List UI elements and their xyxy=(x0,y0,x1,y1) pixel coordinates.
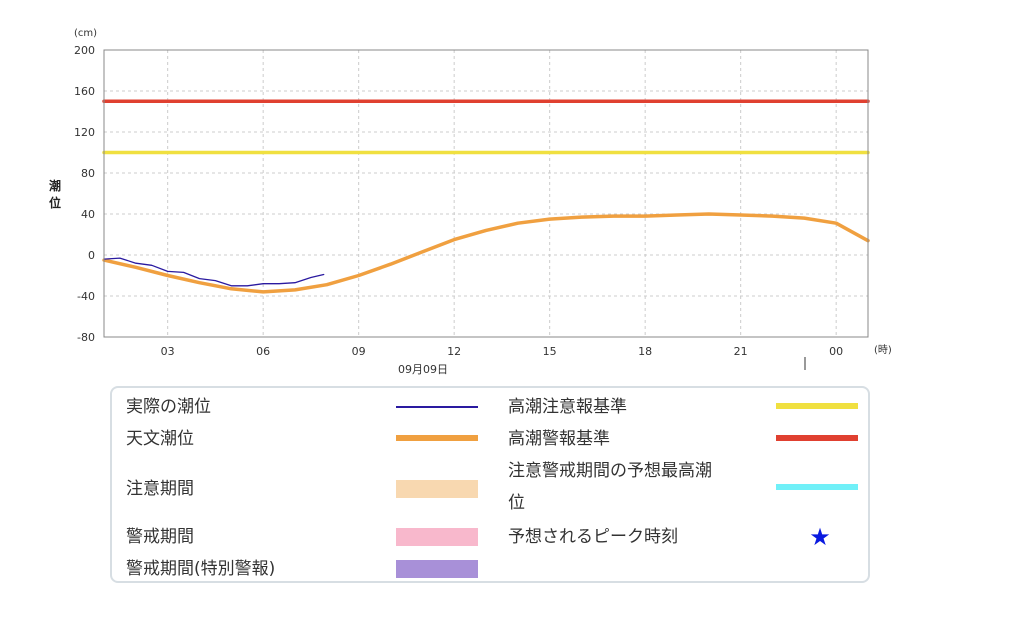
y-tick-labels: -80 -40 0 40 80 120 160 200 xyxy=(74,44,95,344)
legend: 実際の潮位 天文潮位 注意期間 警戒期間 警戒期間(特別警報) 高潮注意報基準 … xyxy=(110,386,870,583)
x-tick-label: 21 xyxy=(734,345,748,358)
legend-label-warning-period: 警戒期間 xyxy=(126,527,194,547)
y-tick-label: 40 xyxy=(81,208,95,221)
legend-label-peak-time: 予想されるピーク時刻 xyxy=(508,527,678,547)
x-tick-labels: 03 06 09 12 15 18 21 00 xyxy=(161,345,844,358)
x-tick-label: 18 xyxy=(638,345,652,358)
date-label: 09月09日 xyxy=(398,363,448,376)
x-tick-label: 15 xyxy=(543,345,557,358)
y-tick-label: -80 xyxy=(77,331,95,344)
legend-swatch-predicted-max-tide xyxy=(776,484,858,490)
y-tick-label: 200 xyxy=(74,44,95,57)
x-unit-label: (時) xyxy=(874,344,892,356)
legend-label-storm-surge-advisory: 高潮注意報基準 xyxy=(508,397,627,417)
legend-swatch-storm-surge-advisory xyxy=(776,403,858,409)
y-tick-label: 160 xyxy=(74,85,95,98)
legend-swatch-storm-surge-warning xyxy=(776,435,858,441)
grid xyxy=(104,49,868,338)
x-tick-label: 06 xyxy=(256,345,270,358)
y-axis-label: 潮位 xyxy=(49,178,61,210)
legend-label-actual: 実際の潮位 xyxy=(126,397,211,417)
y-tick-label: 120 xyxy=(74,126,95,139)
x-tick-label: 03 xyxy=(161,345,175,358)
series-line-1 xyxy=(103,257,325,287)
y-tick-label: 80 xyxy=(81,167,95,180)
plot-frame xyxy=(103,49,869,338)
legend-label-predicted-max-tide-line1: 注意警戒期間の予想最高潮 xyxy=(508,461,712,481)
y-unit-label: (cm) xyxy=(74,28,97,39)
legend-label-storm-surge-warning: 高潮警報基準 xyxy=(508,429,610,449)
series-line-2 xyxy=(102,212,870,294)
star-icon: ★ xyxy=(809,523,831,551)
legend-label-astronomical: 天文潮位 xyxy=(126,429,194,449)
series xyxy=(102,212,870,294)
tide-chart: -80 -40 0 40 80 120 160 200 03 06 09 12 15 18 21 00 (c… xyxy=(49,28,892,376)
x-tick-label: 00 xyxy=(829,345,843,358)
legend-swatch-special-warning-period xyxy=(396,560,478,578)
legend-swatch-caution-period xyxy=(396,480,478,498)
reference-lines xyxy=(102,99,870,155)
legend-swatch-actual xyxy=(396,406,478,408)
legend-label-predicted-max-tide-line2: 位 xyxy=(508,493,525,513)
x-tick-label: 09 xyxy=(352,345,366,358)
legend-label-caution-period: 注意期間 xyxy=(126,479,194,499)
legend-swatch-warning-period xyxy=(396,528,478,546)
x-tick-label: 12 xyxy=(447,345,461,358)
legend-swatch-astronomical xyxy=(396,435,478,441)
y-tick-label: 0 xyxy=(88,249,95,262)
legend-label-special-warning-period: 警戒期間(特別警報) xyxy=(126,559,276,579)
y-tick-label: -40 xyxy=(77,290,95,303)
